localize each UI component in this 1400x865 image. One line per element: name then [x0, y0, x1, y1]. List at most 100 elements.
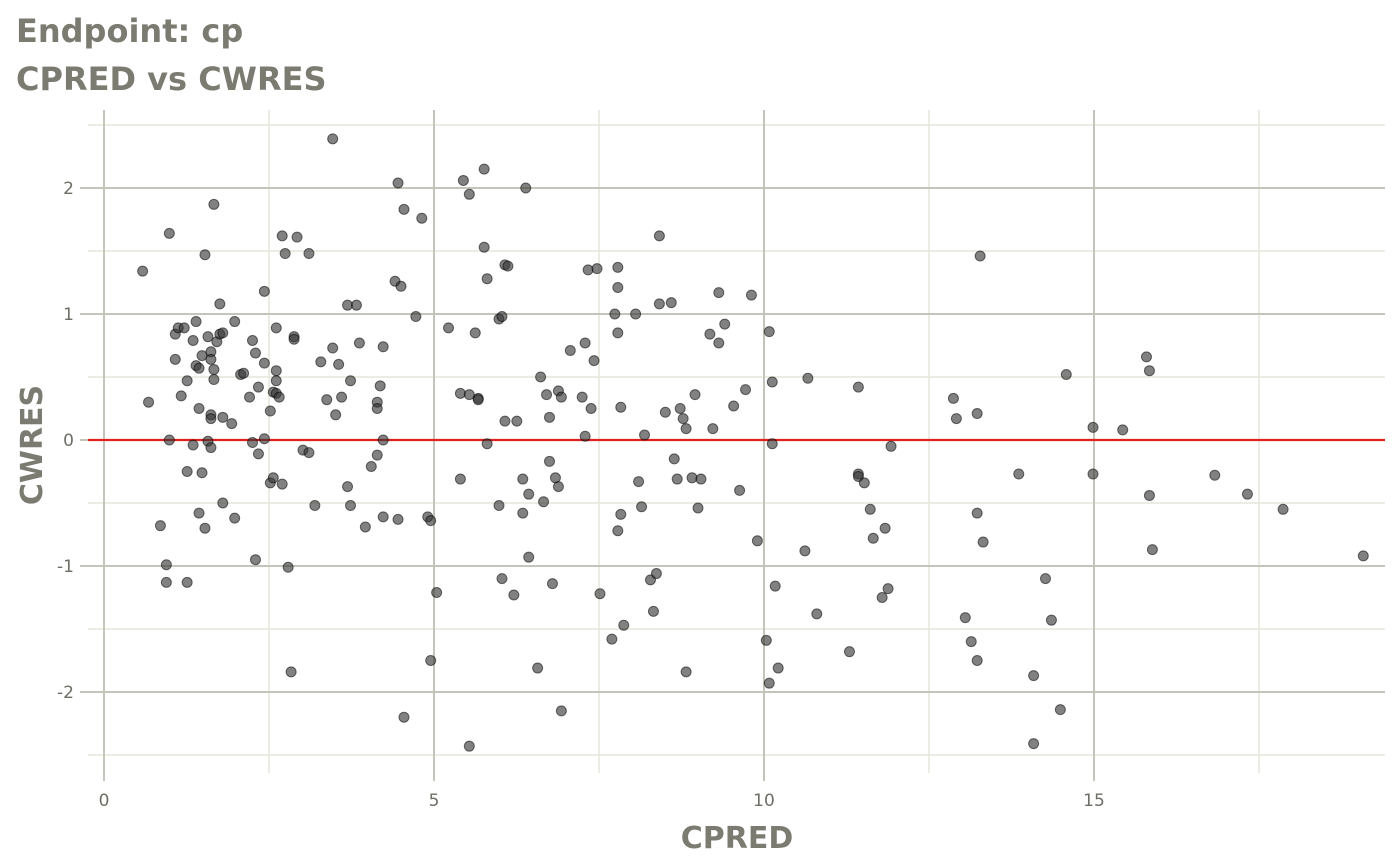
data-point [555, 705, 567, 717]
data-point [585, 403, 597, 414]
data-point [226, 418, 238, 430]
data-point [327, 342, 339, 354]
data-point [552, 481, 564, 493]
data-point [751, 535, 763, 547]
data-point [707, 423, 719, 435]
data-point [288, 333, 300, 345]
data-point [517, 473, 529, 485]
data-point [258, 285, 270, 297]
data-point [508, 589, 520, 601]
data-point [633, 476, 645, 488]
data-point [493, 500, 505, 512]
data-point [867, 532, 879, 544]
data-point [238, 367, 250, 379]
data-point [454, 387, 466, 399]
data-point [398, 203, 410, 215]
data-point [267, 472, 279, 484]
data-point [734, 484, 746, 496]
data-point [395, 280, 407, 292]
data-point [205, 442, 217, 454]
data-point [680, 423, 692, 435]
data-point [1045, 614, 1057, 626]
data-point [671, 473, 683, 485]
data-point [612, 327, 624, 339]
data-point [353, 337, 365, 349]
data-point [276, 230, 288, 242]
data-point [208, 363, 220, 375]
data-point [763, 326, 775, 338]
data-point [740, 384, 752, 396]
data-point [187, 439, 199, 451]
data-point [772, 662, 784, 674]
data-point [615, 508, 627, 520]
data-point [594, 588, 606, 600]
data-point [333, 358, 345, 370]
y-tick-label: 2 [63, 179, 74, 199]
data-point [947, 392, 959, 404]
data-point [217, 411, 229, 423]
data-point [276, 478, 288, 490]
data-point [416, 212, 428, 224]
data-point [885, 440, 897, 452]
data-point [965, 636, 977, 648]
data-point [187, 334, 199, 346]
data-point [472, 394, 484, 406]
data-point [769, 580, 781, 592]
data-point [564, 345, 576, 357]
data-point [279, 248, 291, 260]
data-point [154, 520, 166, 532]
data-point [674, 403, 686, 414]
data-point [193, 507, 205, 519]
data-point [864, 503, 876, 515]
data-point [249, 347, 261, 359]
chart-subtitle: CPRED vs CWRES [16, 60, 327, 98]
data-point [1357, 550, 1369, 562]
data-point [630, 308, 642, 320]
data-point [496, 573, 508, 585]
data-point [163, 434, 175, 446]
data-point [609, 308, 621, 320]
data-point [971, 507, 983, 519]
data-point [270, 365, 282, 377]
data-point [431, 586, 443, 598]
data-point [1117, 424, 1129, 436]
data-points [137, 133, 1369, 752]
data-point [538, 496, 550, 508]
data-point [374, 380, 386, 392]
data-point [639, 429, 651, 441]
data-point [247, 334, 258, 346]
data-point [377, 511, 389, 523]
data-point [511, 415, 523, 427]
data-point [208, 198, 220, 210]
data-point [647, 605, 659, 617]
data-point [541, 389, 553, 401]
data-point [345, 500, 357, 512]
data-point [546, 578, 558, 590]
data-point [345, 375, 357, 387]
data-point [612, 525, 624, 537]
y-tick-label: 0 [63, 431, 74, 451]
data-point [971, 655, 983, 666]
data-point [252, 381, 264, 393]
data-point [802, 372, 814, 384]
data-point [264, 405, 276, 417]
data-point [169, 353, 181, 365]
data-point [544, 411, 555, 423]
data-point [193, 403, 205, 414]
data-point [1028, 670, 1040, 682]
data-point [650, 568, 662, 580]
x-axis-title: CPRED [681, 821, 794, 856]
data-point [766, 438, 778, 450]
data-point [282, 561, 294, 573]
data-point [665, 297, 677, 309]
data-point [291, 231, 303, 243]
data-point [843, 646, 855, 658]
data-point [410, 311, 422, 323]
data-point [175, 390, 187, 402]
data-point [481, 273, 493, 285]
data-point [879, 522, 891, 534]
data-point [469, 327, 481, 339]
data-point [971, 408, 983, 420]
data-point [270, 375, 282, 387]
data-point [371, 403, 383, 414]
